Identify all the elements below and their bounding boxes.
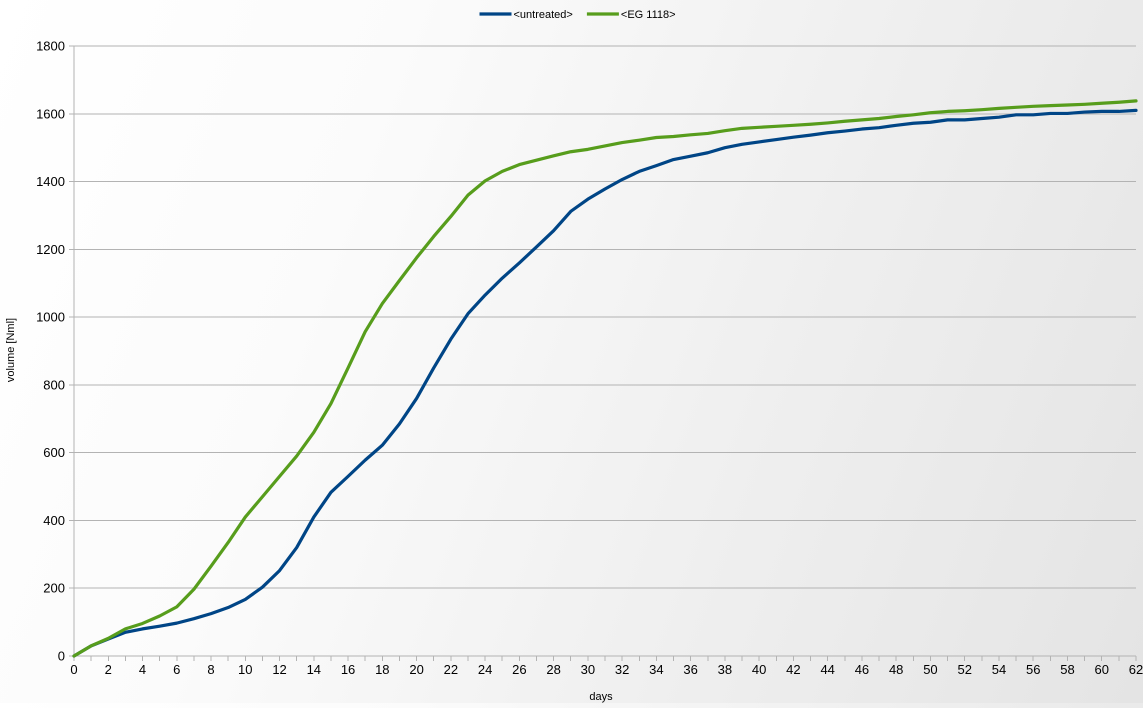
gridlines: [74, 45, 1136, 657]
x-tick-label: 32: [615, 662, 629, 677]
x-tick-label: 52: [957, 662, 971, 677]
x-tick-label: 36: [683, 662, 697, 677]
x-tick-label: 40: [752, 662, 766, 677]
y-tick-label: 1000: [36, 310, 65, 325]
y-axis-title: volume [Nml]: [5, 318, 17, 382]
series-line-1: [72, 108, 1138, 658]
x-tick-label: 58: [1060, 662, 1074, 677]
x-tick-label: 24: [478, 662, 492, 677]
x-tick-label: 46: [855, 662, 869, 677]
x-tick-label: 4: [139, 662, 146, 677]
series-lines: [72, 99, 1138, 658]
y-tick-label: 1800: [36, 39, 65, 54]
x-tick-label: 12: [272, 662, 286, 677]
x-tick-label: 44: [820, 662, 834, 677]
x-tick-label: 56: [1026, 662, 1040, 677]
legend: <untreated> <EG 1118>: [479, 9, 676, 21]
x-axis-title: days: [589, 691, 613, 703]
x-tick-label: 18: [375, 662, 389, 677]
x-tick-label: 22: [444, 662, 458, 677]
y-tick-label: 600: [43, 445, 65, 460]
x-tick-label: 54: [992, 662, 1006, 677]
x-tick-label: 48: [889, 662, 903, 677]
y-tick-label: 1400: [36, 174, 65, 189]
x-tick-label: 20: [409, 662, 423, 677]
y-tick-label: 1200: [36, 242, 65, 257]
x-tick-label: 8: [207, 662, 214, 677]
series-line-2: [72, 99, 1138, 658]
legend-label: <EG 1118>: [621, 9, 676, 21]
y-tick-label: 1600: [36, 106, 65, 121]
legend-label: <untreated>: [514, 9, 573, 21]
x-tick-label: 42: [786, 662, 800, 677]
x-tick-label: 26: [512, 662, 526, 677]
x-tick-label: 50: [923, 662, 937, 677]
y-tick-label: 0: [58, 649, 65, 664]
x-tick-label: 2: [105, 662, 112, 677]
legend-item-1: <untreated>: [479, 9, 573, 21]
legend-item-2: <EG 1118>: [586, 9, 676, 21]
x-tick-label: 14: [307, 662, 321, 677]
x-tick-label: 16: [341, 662, 355, 677]
x-tick-label: 38: [718, 662, 732, 677]
y-tick-label: 200: [43, 581, 65, 596]
x-tick-label: 62: [1129, 662, 1143, 677]
x-tick-label: 34: [649, 662, 663, 677]
y-tick-label: 400: [43, 513, 65, 528]
y-tick-label: 800: [43, 377, 65, 392]
x-tick-label: 30: [581, 662, 595, 677]
x-tick-label: 6: [173, 662, 180, 677]
x-tick-label: 0: [70, 662, 77, 677]
x-tick-label: 28: [546, 662, 560, 677]
x-tick-label: 60: [1095, 662, 1109, 677]
x-tick-label: 10: [238, 662, 252, 677]
